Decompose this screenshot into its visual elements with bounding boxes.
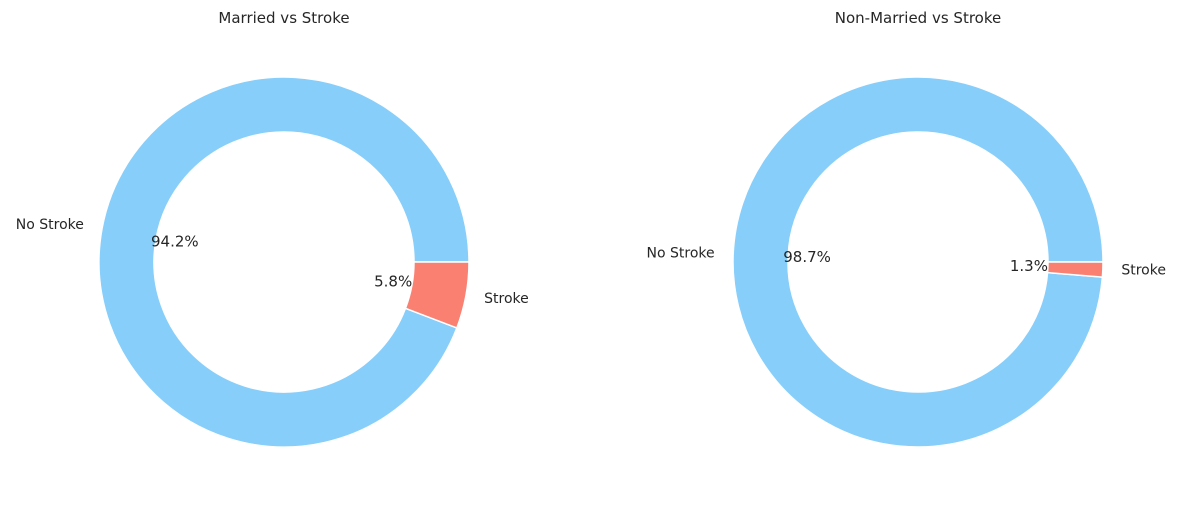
pie-slice-stroke bbox=[404, 261, 470, 329]
slice-percent-no-stroke: 98.7% bbox=[783, 248, 831, 266]
pie-slice-stroke bbox=[1046, 261, 1104, 278]
slice-percent-stroke: 5.8% bbox=[374, 273, 412, 291]
non-married-donut-chart: Non-Married vs Stroke No Stroke 98.7% Stro… bbox=[647, 9, 1166, 448]
chart-title: Non-Married vs Stroke bbox=[835, 9, 1001, 27]
pie-slice-no-stroke bbox=[98, 76, 470, 448]
slice-label-stroke: Stroke bbox=[1121, 262, 1166, 278]
pie-slice-no-stroke bbox=[732, 76, 1104, 448]
slice-percent-stroke: 1.3% bbox=[1010, 257, 1048, 275]
slice-label-no-stroke: No Stroke bbox=[16, 217, 84, 233]
slice-percent-no-stroke: 94.2% bbox=[151, 232, 199, 250]
slice-label-stroke: Stroke bbox=[484, 291, 529, 307]
chart-title: Married vs Stroke bbox=[218, 9, 349, 27]
slice-label-no-stroke: No Stroke bbox=[647, 246, 715, 262]
married-donut-chart: Married vs Stroke No Stroke 94.2% Stroke 5.… bbox=[16, 9, 529, 448]
